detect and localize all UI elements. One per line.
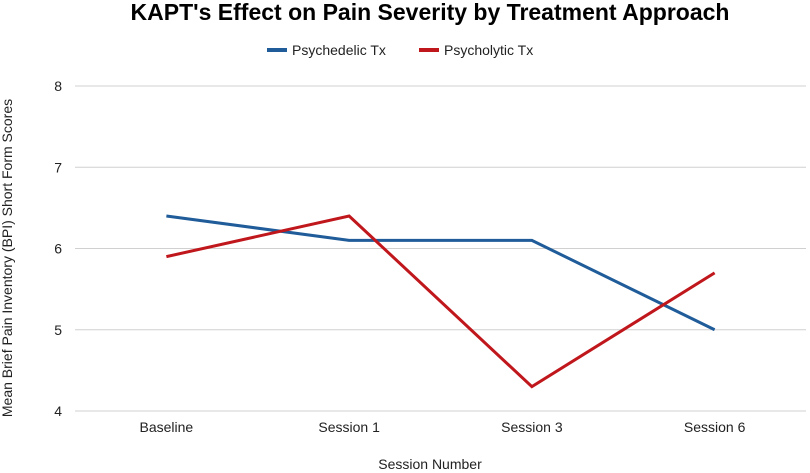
y-tick-label: 4 — [54, 403, 62, 419]
y-tick-label: 5 — [54, 322, 62, 338]
y-axis-label: Mean Brief Pain Inventory (BPI) Short Fo… — [0, 99, 15, 417]
x-tick-label: Baseline — [140, 419, 194, 435]
y-tick-label: 6 — [54, 241, 62, 257]
x-tick-label: Session 6 — [684, 419, 746, 435]
legend: Psychedelic Tx Psycholytic Tx — [267, 42, 533, 58]
x-axis-label: Session Number — [378, 456, 482, 472]
gridlines — [75, 85, 806, 412]
y-axis-ticks: 4 5 6 7 8 — [54, 78, 62, 419]
x-axis-ticks: Baseline Session 1 Session 3 Session 6 — [140, 419, 746, 435]
legend-label-psycholytic: Psycholytic Tx — [444, 42, 533, 58]
y-tick-label: 8 — [54, 78, 62, 94]
x-tick-label: Session 3 — [501, 419, 563, 435]
series-line-psycholytic-tx — [166, 214, 716, 389]
legend-label-psychedelic: Psychedelic Tx — [292, 42, 386, 58]
x-tick-label: Session 1 — [318, 419, 380, 435]
series-line-psychedelic-tx — [166, 214, 716, 332]
y-tick-label: 7 — [54, 159, 62, 175]
chart-title: KAPT's Effect on Pain Severity by Treatm… — [131, 0, 730, 25]
series — [166, 214, 716, 389]
